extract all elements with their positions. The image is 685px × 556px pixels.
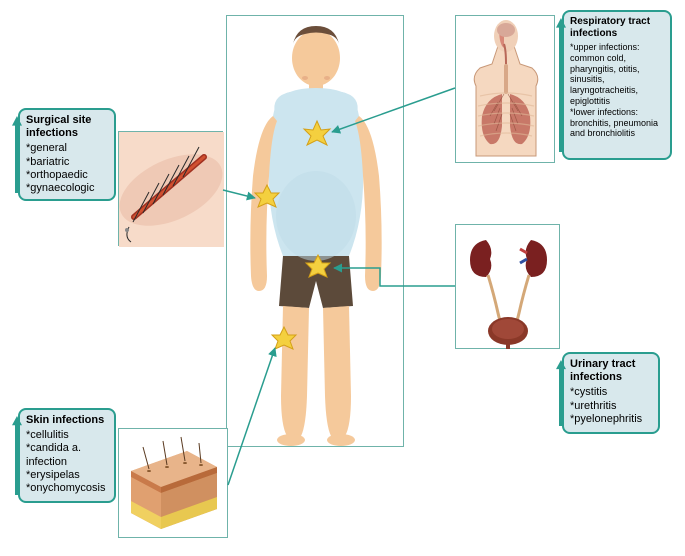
urinary-arrow-icon: [556, 360, 566, 426]
respiratory-title: Respiratory tract infections: [570, 16, 664, 40]
urinary-item: *urethritis: [570, 400, 652, 413]
surgical-arrow-icon: [12, 116, 22, 193]
urinary-item: *cystitis: [570, 386, 652, 399]
skin-item: *erysipelas: [26, 469, 108, 482]
skin-item: *cellulitis: [26, 429, 108, 442]
respiratory-item: *lower infections: bronchitis, pneumonia…: [570, 107, 664, 139]
burst-leg: [269, 325, 299, 355]
surgical-item: *general: [26, 142, 108, 155]
skin-title: Skin infections: [26, 414, 108, 427]
respiratory-box: Respiratory tract infections *upper infe…: [562, 10, 672, 160]
urinary-image-box: [455, 224, 560, 349]
respiratory-item: *upper infections: common cold, pharyngi…: [570, 42, 664, 107]
skin-item: *onychomycosis: [26, 482, 108, 495]
urinary-item: *pyelonephritis: [570, 413, 652, 426]
burst-abdomen: [252, 183, 282, 213]
surgical-box: Surgical site infections *general *baria…: [18, 108, 116, 201]
surgical-item: *bariatric: [26, 156, 108, 169]
surgical-title: Surgical site infections: [26, 114, 108, 140]
skin-item: *candida a. infection: [26, 442, 108, 468]
surgical-incision-icon: [119, 132, 224, 247]
surgical-image-box: [118, 131, 223, 246]
body-figure: [227, 16, 405, 448]
skin-block-icon: [119, 429, 229, 539]
urinary-box: Urinary tract infections *cystitis *uret…: [562, 352, 660, 434]
burst-chest: [301, 119, 333, 151]
urinary-anatomy-icon: [456, 225, 561, 350]
surgical-item: *orthopaedic: [26, 169, 108, 182]
urinary-title: Urinary tract infections: [570, 358, 652, 384]
respiratory-arrow-icon: [556, 18, 566, 152]
central-body-box: [226, 15, 404, 447]
respiratory-image-box: [455, 15, 555, 163]
burst-pelvis: [303, 253, 333, 283]
skin-image-box: [118, 428, 228, 538]
surgical-item: *gynaecologic: [26, 182, 108, 195]
skin-box: Skin infections *cellulitis *candida a. …: [18, 408, 116, 503]
skin-arrow-icon: [12, 416, 22, 495]
respiratory-anatomy-icon: [456, 16, 556, 164]
